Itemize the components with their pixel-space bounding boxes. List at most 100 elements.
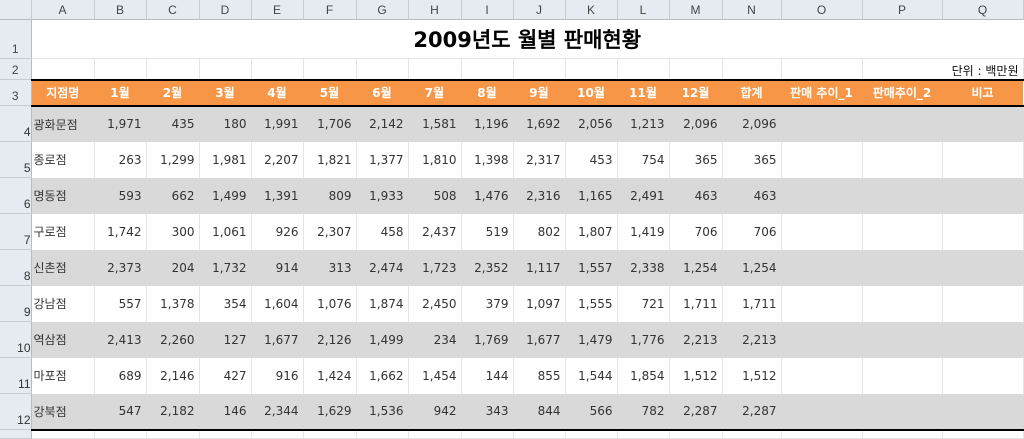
month-value-cell[interactable]: 427: [199, 357, 252, 394]
branch-name-cell[interactable]: 강남점: [31, 285, 95, 322]
month-value-cell[interactable]: 721: [617, 285, 670, 322]
column-header-O[interactable]: O: [781, 0, 863, 20]
row-header-6[interactable]: 6: [0, 177, 32, 214]
cell[interactable]: [356, 428, 409, 439]
cell[interactable]: [408, 58, 462, 80]
cell[interactable]: [669, 428, 723, 439]
month-value-cell[interactable]: 1,097: [513, 285, 566, 322]
month-value-cell[interactable]: 1,377: [356, 141, 409, 178]
empty-cell[interactable]: [862, 105, 943, 142]
total-cell[interactable]: 2,213: [722, 321, 782, 358]
empty-cell[interactable]: [862, 213, 943, 250]
month-value-cell[interactable]: 508: [408, 177, 462, 214]
month-value-cell[interactable]: 1,854: [617, 357, 670, 394]
month-value-cell[interactable]: 1,732: [199, 249, 252, 286]
empty-cell[interactable]: [781, 321, 863, 358]
month-value-cell[interactable]: 1,874: [356, 285, 409, 322]
month-value-cell[interactable]: 1,711: [669, 285, 723, 322]
branch-name-cell[interactable]: 마포점: [31, 357, 95, 394]
month-value-cell[interactable]: 1,742: [94, 213, 147, 250]
month-value-cell[interactable]: 2,413: [94, 321, 147, 358]
column-header-F[interactable]: F: [303, 0, 357, 20]
empty-cell[interactable]: [942, 285, 1024, 322]
column-header-B[interactable]: B: [94, 0, 147, 20]
month-value-cell[interactable]: 942: [408, 393, 462, 430]
total-cell[interactable]: 706: [722, 213, 782, 250]
branch-name-cell[interactable]: 구로점: [31, 213, 95, 250]
month-value-cell[interactable]: 519: [461, 213, 514, 250]
month-value-cell[interactable]: 2,450: [408, 285, 462, 322]
total-cell[interactable]: 1,254: [722, 249, 782, 286]
month-value-cell[interactable]: 2,146: [146, 357, 200, 394]
header-cell[interactable]: 5월: [303, 78, 356, 107]
month-value-cell[interactable]: 458: [356, 213, 409, 250]
month-value-cell[interactable]: 313: [303, 249, 357, 286]
month-value-cell[interactable]: 2,096: [669, 105, 723, 142]
cell[interactable]: [862, 428, 943, 439]
month-value-cell[interactable]: 689: [94, 357, 147, 394]
month-value-cell[interactable]: 1,981: [199, 141, 252, 178]
month-value-cell[interactable]: 2,373: [94, 249, 147, 286]
sheet-title[interactable]: 2009년도 월별 판매현황: [31, 19, 1023, 59]
empty-cell[interactable]: [862, 141, 943, 178]
month-value-cell[interactable]: 914: [251, 249, 304, 286]
row-header-3[interactable]: 3: [0, 79, 32, 106]
empty-cell[interactable]: [942, 393, 1024, 430]
empty-cell[interactable]: [942, 321, 1024, 358]
month-value-cell[interactable]: 1,476: [461, 177, 514, 214]
month-value-cell[interactable]: 2,307: [303, 213, 357, 250]
month-value-cell[interactable]: 1,810: [408, 141, 462, 178]
header-cell[interactable]: 비고: [942, 78, 1023, 107]
month-value-cell[interactable]: 1,769: [461, 321, 514, 358]
column-header-C[interactable]: C: [146, 0, 200, 20]
header-cell[interactable]: 10월: [565, 78, 617, 107]
month-value-cell[interactable]: 1,544: [565, 357, 618, 394]
total-cell[interactable]: 1,512: [722, 357, 782, 394]
month-value-cell[interactable]: 1,398: [461, 141, 514, 178]
month-value-cell[interactable]: 263: [94, 141, 147, 178]
row-header-2[interactable]: 2: [0, 58, 32, 80]
cell[interactable]: [146, 428, 200, 439]
branch-name-cell[interactable]: 강북점: [31, 393, 95, 430]
month-value-cell[interactable]: 2,474: [356, 249, 409, 286]
month-value-cell[interactable]: 1,723: [408, 249, 462, 286]
row-header-13[interactable]: [0, 429, 32, 439]
header-cell[interactable]: 합계: [722, 78, 781, 107]
month-value-cell[interactable]: 593: [94, 177, 147, 214]
month-value-cell[interactable]: 300: [146, 213, 200, 250]
month-value-cell[interactable]: 453: [565, 141, 618, 178]
month-value-cell[interactable]: 463: [669, 177, 723, 214]
month-value-cell[interactable]: 1,555: [565, 285, 618, 322]
month-value-cell[interactable]: 1,076: [303, 285, 357, 322]
month-value-cell[interactable]: 1,706: [303, 105, 357, 142]
cell[interactable]: [199, 58, 252, 80]
row-header-8[interactable]: 8: [0, 249, 32, 286]
month-value-cell[interactable]: 1,581: [408, 105, 462, 142]
month-value-cell[interactable]: 1,165: [565, 177, 618, 214]
cell[interactable]: [513, 58, 566, 80]
empty-cell[interactable]: [862, 285, 943, 322]
column-header-J[interactable]: J: [513, 0, 566, 20]
month-value-cell[interactable]: 1,378: [146, 285, 200, 322]
branch-name-cell[interactable]: 신촌점: [31, 249, 95, 286]
month-value-cell[interactable]: 754: [617, 141, 670, 178]
month-value-cell[interactable]: 1,512: [669, 357, 723, 394]
month-value-cell[interactable]: 2,317: [513, 141, 566, 178]
header-cell[interactable]: 7월: [408, 78, 461, 107]
cell[interactable]: [94, 58, 147, 80]
cell[interactable]: [781, 58, 863, 80]
month-value-cell[interactable]: 1,499: [356, 321, 409, 358]
header-cell[interactable]: 판매 추이_1: [781, 78, 862, 107]
total-cell[interactable]: 2,096: [722, 105, 782, 142]
empty-cell[interactable]: [781, 249, 863, 286]
month-value-cell[interactable]: 1,196: [461, 105, 514, 142]
header-cell[interactable]: 2월: [146, 78, 199, 107]
empty-cell[interactable]: [781, 357, 863, 394]
empty-cell[interactable]: [781, 393, 863, 430]
month-value-cell[interactable]: 2,260: [146, 321, 200, 358]
month-value-cell[interactable]: 1,821: [303, 141, 357, 178]
month-value-cell[interactable]: 662: [146, 177, 200, 214]
total-cell[interactable]: 1,711: [722, 285, 782, 322]
month-value-cell[interactable]: 2,142: [356, 105, 409, 142]
column-header-E[interactable]: E: [251, 0, 304, 20]
